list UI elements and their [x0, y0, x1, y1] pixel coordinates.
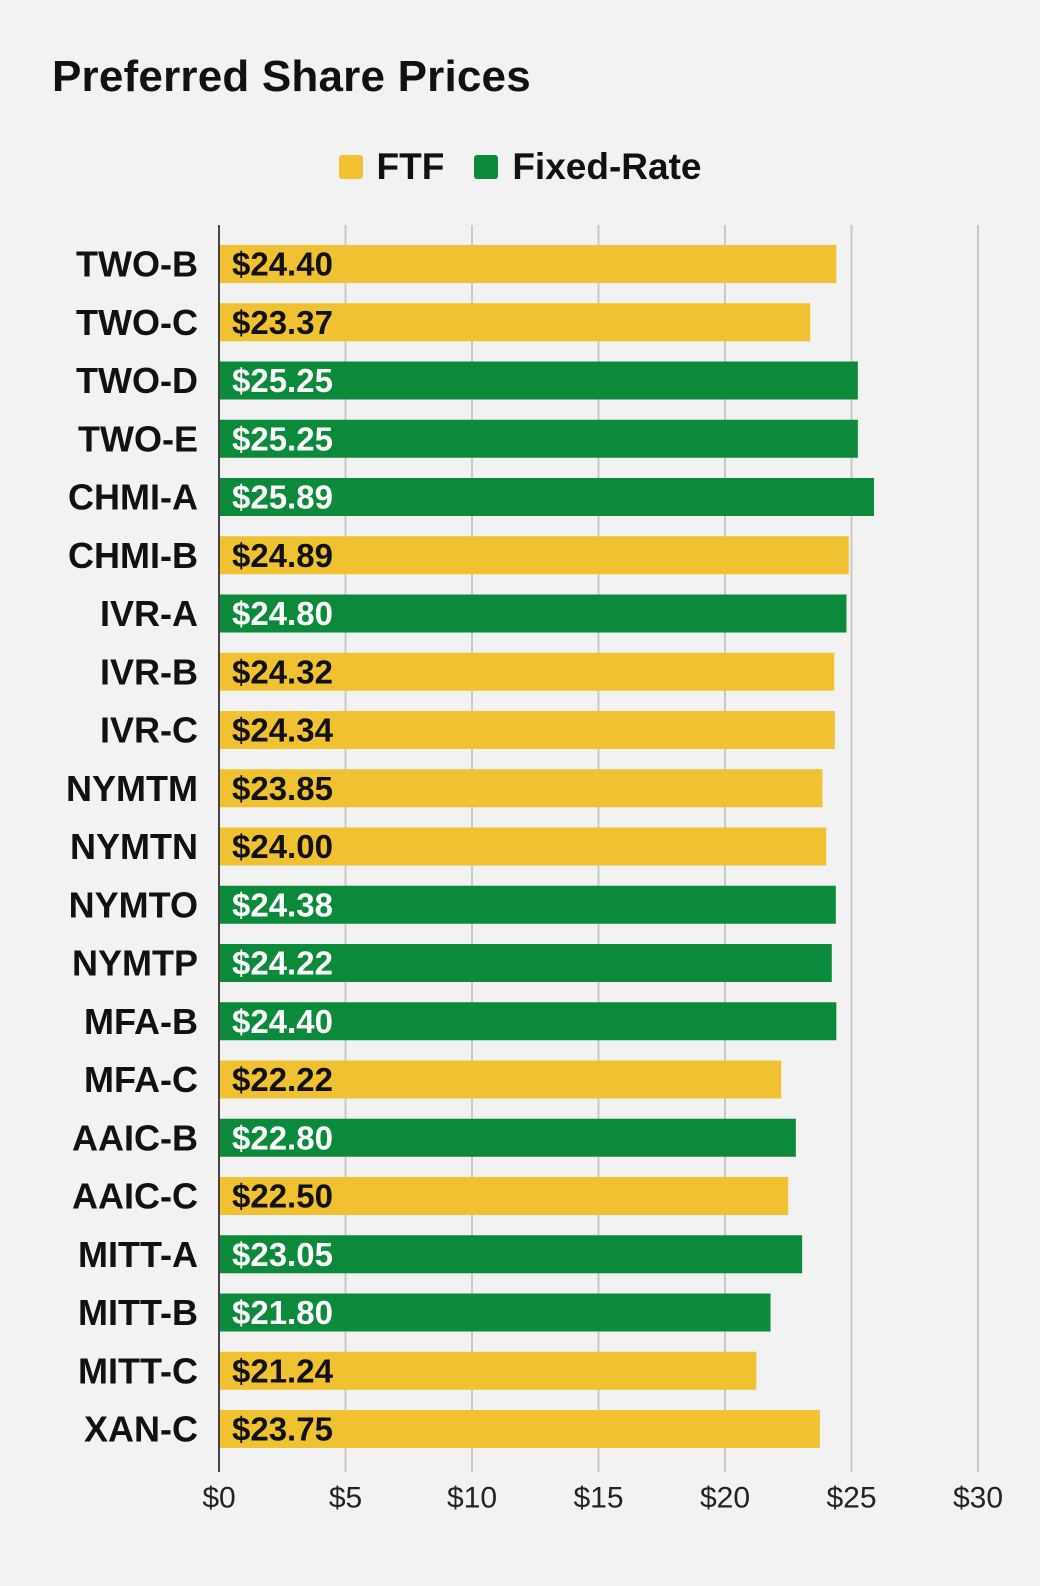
category-label: IVR-C	[100, 710, 198, 751]
bar-nymtm	[219, 769, 823, 808]
x-tick-label: $5	[329, 1482, 362, 1515]
x-tick-label: $30	[953, 1482, 1003, 1515]
category-label: MITT-B	[78, 1292, 198, 1333]
x-tick-label: $0	[202, 1482, 235, 1515]
bar-value-label: $24.89	[232, 537, 333, 574]
bar-value-label: $23.75	[232, 1411, 333, 1448]
bar-value-label: $23.85	[232, 770, 333, 807]
legend-swatch-fixed-rate	[474, 155, 499, 179]
legend-item-fixed-rate: Fixed-Rate	[474, 146, 701, 188]
bar-value-label: $23.05	[232, 1236, 333, 1273]
category-label: CHMI-A	[68, 477, 198, 518]
bar-value-label: $24.22	[232, 945, 333, 982]
category-label: MITT-A	[78, 1234, 198, 1275]
bar-value-label: $24.34	[232, 712, 334, 749]
bar-mitt-c	[219, 1351, 757, 1390]
bar-chmi-b	[219, 536, 849, 575]
bar-value-label: $24.40	[232, 1003, 333, 1040]
bar-mitt-a	[219, 1235, 803, 1274]
bar-two-e	[219, 419, 858, 458]
bar-value-label: $25.25	[232, 362, 333, 399]
category-label: IVR-B	[100, 651, 198, 692]
legend-item-ftf: FTF	[338, 146, 445, 188]
chart-legend: FTF Fixed-Rate	[0, 142, 1040, 192]
category-label: NYMTP	[72, 943, 198, 984]
legend-label-fixed-rate: Fixed-Rate	[512, 146, 702, 187]
bar-value-label: $23.37	[232, 304, 333, 341]
bar-value-label: $24.80	[232, 595, 333, 632]
category-label: MFA-B	[84, 1001, 198, 1042]
bar-value-label: $25.89	[232, 479, 333, 516]
bar-nymtp	[219, 944, 832, 982]
category-label: AAIC-C	[72, 1176, 198, 1217]
bar-ivr-a	[219, 594, 847, 633]
x-tick-label: $15	[573, 1482, 623, 1515]
bar-mitt-b	[219, 1293, 771, 1332]
x-tick-label: $25	[826, 1482, 876, 1515]
category-label: XAN-C	[84, 1409, 198, 1450]
category-label: AAIC-B	[72, 1117, 198, 1158]
bar-mfa-c	[219, 1060, 782, 1099]
bar-mfa-b	[219, 1002, 837, 1041]
bar-value-label: $24.38	[232, 886, 333, 923]
bar-aaic-c	[219, 1177, 789, 1215]
category-label: IVR-A	[100, 593, 198, 634]
bar-aaic-b	[219, 1118, 796, 1157]
legend-label-ftf: FTF	[376, 146, 445, 187]
bar-two-b	[219, 245, 837, 283]
category-label: MFA-C	[84, 1059, 198, 1100]
category-label: NYMTM	[66, 768, 198, 809]
bar-nymto	[219, 885, 836, 924]
bar-value-label: $21.80	[232, 1294, 333, 1331]
legend-swatch-ftf	[338, 155, 363, 179]
category-label: NYMTO	[69, 884, 198, 925]
x-tick-label: $20	[700, 1482, 750, 1515]
bar-value-label: $24.00	[232, 828, 333, 865]
bar-value-label: $21.24	[232, 1352, 334, 1389]
category-label: TWO-B	[76, 244, 198, 285]
bar-chmi-a	[219, 478, 875, 516]
bar-two-d	[219, 361, 858, 400]
bar-value-label: $22.22	[232, 1061, 333, 1098]
bar-value-label: $25.25	[232, 420, 333, 457]
category-label: TWO-D	[76, 360, 198, 401]
category-label: MITT-C	[78, 1350, 198, 1391]
category-label: NYMTN	[70, 826, 198, 867]
bar-value-label: $22.80	[232, 1119, 333, 1156]
bar-value-label: $24.32	[232, 653, 333, 690]
x-tick-label: $10	[447, 1482, 497, 1515]
category-label: TWO-E	[78, 418, 198, 459]
category-label: CHMI-B	[68, 535, 198, 576]
bar-nymtn	[219, 827, 827, 866]
bar-two-c	[219, 303, 811, 342]
category-label: TWO-C	[76, 302, 198, 343]
chart-title: Preferred Share Prices	[52, 52, 531, 101]
bar-ivr-b	[219, 652, 835, 691]
bar-value-label: $24.40	[232, 246, 333, 283]
bar-value-label: $22.50	[232, 1178, 333, 1215]
bar-ivr-c	[219, 711, 835, 749]
bar-xan-c	[219, 1410, 820, 1448]
